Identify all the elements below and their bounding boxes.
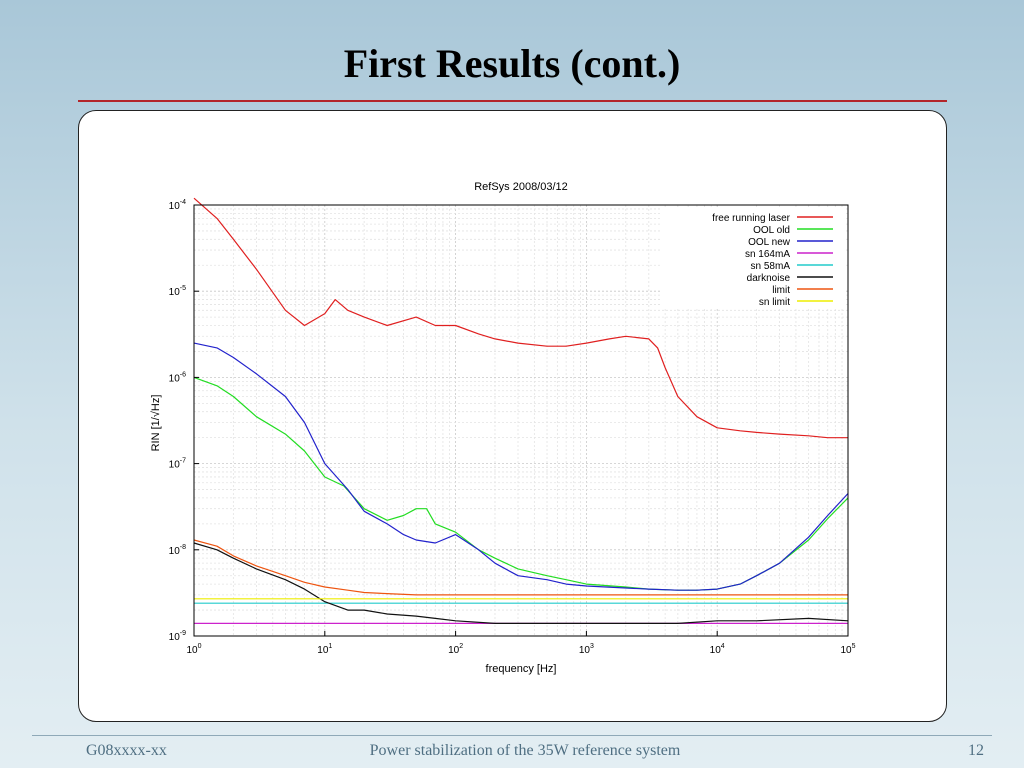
y-tick-label: 10-4: [169, 199, 186, 212]
footer-subtitle: Power stabilization of the 35W reference…: [369, 742, 681, 759]
series-line: [193, 376, 849, 591]
legend-box: [662, 207, 846, 307]
footer-divider: [32, 735, 992, 736]
y-tick-label: 10-5: [169, 285, 186, 298]
x-tick-label: 103: [579, 643, 594, 656]
series-lines: [193, 197, 849, 625]
footer-page-number: 12: [968, 742, 984, 759]
x-tick-label: 102: [448, 643, 463, 656]
x-tick-label: 104: [710, 643, 725, 656]
legend-entry-label: sn limit: [759, 297, 790, 308]
legend-entry-label: OOL new: [748, 237, 791, 248]
plot-frame: [193, 204, 849, 637]
legend-entry-label: OOL old: [753, 225, 790, 236]
series-line: [193, 539, 848, 596]
y-tick-label: 10-6: [169, 371, 186, 384]
y-tick-label: 10-7: [169, 458, 186, 471]
y-tick-label: 10-8: [169, 544, 186, 557]
y-axis-label: RIN [1/√Hz]: [150, 395, 162, 452]
series-line: [193, 542, 849, 625]
legend-entry-label: darknoise: [747, 273, 791, 284]
slide-title: First Results (cont.): [343, 41, 681, 86]
title-divider: [78, 100, 947, 102]
chart-panel: RefSys 2008/03/12 frequency [Hz] RIN [1/…: [78, 110, 947, 722]
series-line: [193, 342, 849, 591]
x-axis-label: frequency [Hz]: [486, 663, 557, 675]
rin-chart: RefSys 2008/03/12 frequency [Hz] RIN [1/…: [150, 181, 856, 675]
y-tick-label: 10-9: [169, 630, 186, 643]
series-line: [193, 197, 848, 439]
legend-entry-label: sn 58mA: [751, 261, 791, 272]
legend-entry-label: sn 164mA: [745, 249, 790, 260]
legend-entry-label: free running laser: [712, 213, 790, 224]
legend-entry-label: limit: [772, 285, 790, 296]
footer-doc-id: G08xxxx-xx: [86, 742, 167, 759]
x-tick-label: 105: [840, 643, 855, 656]
chart-title: RefSys 2008/03/12: [474, 181, 568, 193]
tick-labels: 100 101 102 103 104 105 10-4 10-5 10-6 10-7 10-8 10…: [169, 199, 856, 656]
x-tick-label: 101: [317, 643, 332, 656]
x-tick-label: 100: [186, 643, 201, 656]
